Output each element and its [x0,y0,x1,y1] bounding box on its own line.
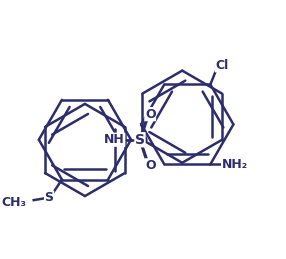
Text: O: O [145,108,156,121]
Text: S: S [135,133,145,147]
Text: NH₂: NH₂ [222,158,248,171]
Text: Cl: Cl [215,59,229,72]
Text: O: O [145,159,156,172]
Text: CH₃: CH₃ [1,196,26,209]
Text: NH: NH [104,133,125,146]
Text: S: S [45,191,53,204]
